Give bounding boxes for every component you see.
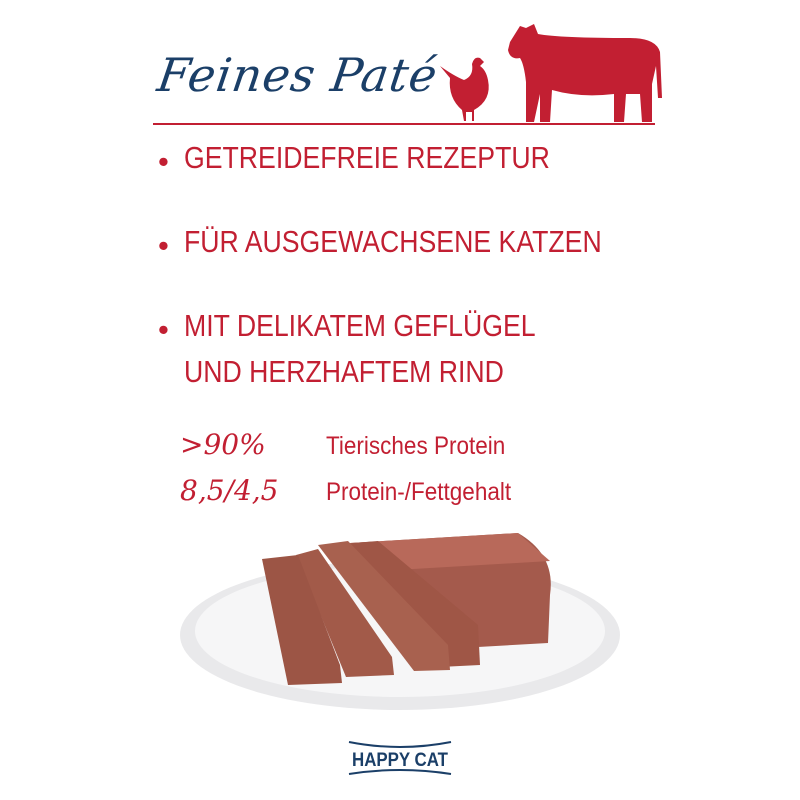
stat-value: 8,5/4,5 — [180, 474, 279, 507]
chicken-icon — [440, 57, 489, 121]
logo-text: HAPPY CAT — [352, 750, 448, 771]
animals-illustration — [440, 24, 662, 122]
bullet-dot: • — [158, 312, 169, 347]
stat-label: Protein-/Fettgehalt — [326, 478, 512, 506]
happy-cat-logo: HAPPY CAT — [348, 741, 452, 775]
bullet-dot: • — [158, 228, 169, 263]
header-divider — [153, 123, 655, 125]
stat-label: Tierisches Protein — [326, 432, 506, 460]
cow-icon — [508, 24, 662, 122]
bullet-dot: • — [158, 144, 169, 179]
stat-value: >90% — [180, 428, 266, 461]
feature-item: GETREIDEFREIE REZEPTUR — [184, 140, 550, 175]
feature-item: MIT DELIKATEM GEFLÜGEL — [184, 308, 536, 343]
feature-item-line2: UND HERZHAFTEM RIND — [184, 354, 504, 389]
feature-item: FÜR AUSGEWACHSENE KATZEN — [184, 224, 602, 259]
page-title: Feines Paté — [154, 48, 442, 102]
pate-on-plate-image — [180, 533, 620, 710]
